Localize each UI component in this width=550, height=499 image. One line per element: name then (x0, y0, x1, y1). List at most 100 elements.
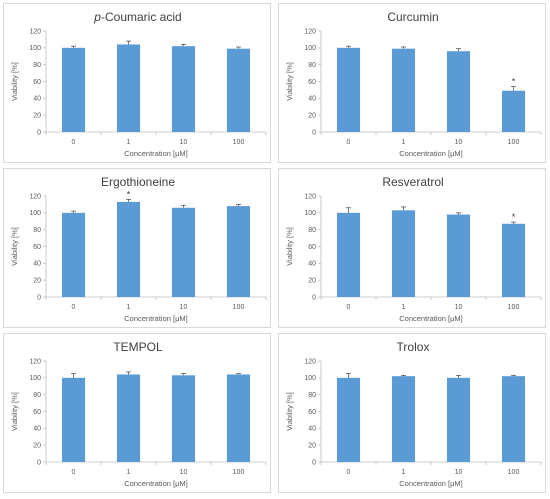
bar (336, 47, 361, 133)
y-tick-label: 40 (308, 261, 316, 268)
chart-svg: Curcumin 0 20 40 60 80 100 120 0 1 10 * 100 Concentra… (285, 10, 542, 158)
y-tick-label: 20 (308, 443, 316, 450)
chart-title: p-Coumaric acid (93, 10, 181, 24)
chart-title-part: TEMPOL (113, 340, 163, 354)
y-tick-label: 60 (308, 79, 316, 86)
x-tick-label: 10 (455, 139, 463, 146)
x-tick-label: 100 (233, 304, 245, 311)
x-tick-label: 0 (347, 304, 351, 311)
significance-marker: * (512, 212, 516, 222)
y-tick-label: 120 (29, 28, 41, 35)
bar (116, 374, 141, 462)
chart-panel-curcumin: Curcumin 0 20 40 60 80 100 120 0 1 10 * 100 Concentra… (278, 3, 546, 163)
chart-panel-trolox: Trolox 0 20 40 60 80 100 120 0 1 10 100 Concentratio… (278, 333, 546, 493)
chart-title-part: Trolox (397, 340, 430, 354)
y-tick-label: 40 (33, 426, 41, 433)
x-tick-label: 1 (127, 304, 131, 311)
chart-svg: Resveratrol 0 20 40 60 80 100 120 0 1 10 * 100 Concen… (285, 175, 542, 323)
y-tick-label: 40 (308, 426, 316, 433)
bar (391, 210, 416, 297)
x-tick-label: 100 (233, 139, 245, 146)
x-axis-label: Concentration [μM] (399, 149, 463, 158)
y-tick-label: 80 (33, 62, 41, 69)
y-tick-label: 80 (33, 392, 41, 399)
y-tick-label: 120 (29, 358, 41, 365)
x-tick-label: 10 (180, 469, 188, 476)
chart-svg: Trolox 0 20 40 60 80 100 120 0 1 10 100 Concentratio… (285, 340, 542, 488)
x-tick-label: 0 (72, 469, 76, 476)
y-tick-label: 20 (33, 278, 41, 285)
y-tick-label: 100 (29, 375, 41, 382)
y-axis-label: Viability [%] (10, 392, 19, 431)
y-axis-label: Viability [%] (10, 227, 19, 266)
bar (171, 46, 196, 132)
y-tick-label: 100 (29, 210, 41, 217)
bar (116, 44, 141, 132)
significance-marker: * (512, 77, 516, 87)
y-tick-label: 20 (308, 113, 316, 120)
chart-title-part: Ergothioneine (101, 175, 175, 189)
chart-title: Trolox (397, 340, 430, 354)
bar (61, 47, 86, 133)
y-tick-label: 0 (37, 294, 41, 301)
chart-panel-tempol: TEMPOL 0 20 40 60 80 100 120 0 1 10 100 Concentratio… (3, 333, 271, 493)
chart-title: Ergothioneine (101, 175, 175, 189)
y-tick-label: 40 (308, 96, 316, 103)
y-tick-label: 0 (37, 459, 41, 466)
bar (446, 214, 471, 297)
chart-title-part: -Coumaric acid (101, 10, 182, 24)
x-tick-label: 0 (347, 469, 351, 476)
chart-panel-resveratrol: Resveratrol 0 20 40 60 80 100 120 0 1 10 * 100 Concen… (278, 168, 546, 328)
y-tick-label: 40 (33, 96, 41, 103)
bar (61, 212, 86, 297)
bar (501, 90, 526, 132)
y-axis-label: Viability [%] (10, 62, 19, 101)
y-tick-label: 60 (33, 79, 41, 86)
bar (336, 212, 361, 297)
y-axis-label: Viability [%] (285, 227, 294, 266)
y-tick-label: 80 (308, 392, 316, 399)
x-tick-label: 1 (402, 139, 406, 146)
y-tick-label: 120 (304, 358, 316, 365)
x-axis-label: Concentration [μM] (399, 314, 463, 323)
x-axis-label: Concentration [μM] (124, 314, 188, 323)
y-tick-label: 60 (33, 409, 41, 416)
chart-title-part: p (93, 10, 101, 24)
significance-marker: * (127, 189, 131, 199)
y-axis-label: Viability [%] (285, 62, 294, 101)
y-tick-label: 120 (304, 28, 316, 35)
y-tick-label: 40 (33, 261, 41, 268)
bar (446, 377, 471, 462)
x-tick-label: 1 (402, 304, 406, 311)
y-tick-label: 60 (308, 244, 316, 251)
x-axis-label: Concentration [μM] (124, 149, 188, 158)
y-tick-label: 120 (304, 193, 316, 200)
y-tick-label: 100 (304, 45, 316, 52)
x-tick-label: 0 (347, 139, 351, 146)
x-tick-label: 0 (72, 139, 76, 146)
bar (336, 377, 361, 462)
x-tick-label: 10 (180, 139, 188, 146)
y-tick-label: 0 (37, 129, 41, 136)
bar (226, 374, 251, 462)
bar (171, 207, 196, 297)
bar (501, 376, 526, 462)
y-tick-label: 120 (29, 193, 41, 200)
chart-title: TEMPOL (113, 340, 163, 354)
y-tick-label: 60 (33, 244, 41, 251)
chart-title-part: Resveratrol (382, 175, 443, 189)
y-tick-label: 0 (312, 459, 316, 466)
bar (61, 377, 86, 462)
bar (446, 51, 471, 133)
y-tick-label: 80 (33, 227, 41, 234)
x-tick-label: 1 (127, 469, 131, 476)
bar (226, 48, 251, 132)
y-tick-label: 20 (33, 443, 41, 450)
x-tick-label: 100 (508, 139, 520, 146)
chart-panel-ergothioneine: Ergothioneine 0 20 40 60 80 100 120 0 * 1 10 100 Conc… (3, 168, 271, 328)
x-tick-label: 100 (508, 469, 520, 476)
x-tick-label: 10 (455, 304, 463, 311)
chart-title-part: Curcumin (387, 10, 438, 24)
chart-svg: TEMPOL 0 20 40 60 80 100 120 0 1 10 100 Concentratio… (10, 340, 267, 488)
x-axis-label: Concentration [μM] (124, 479, 188, 488)
